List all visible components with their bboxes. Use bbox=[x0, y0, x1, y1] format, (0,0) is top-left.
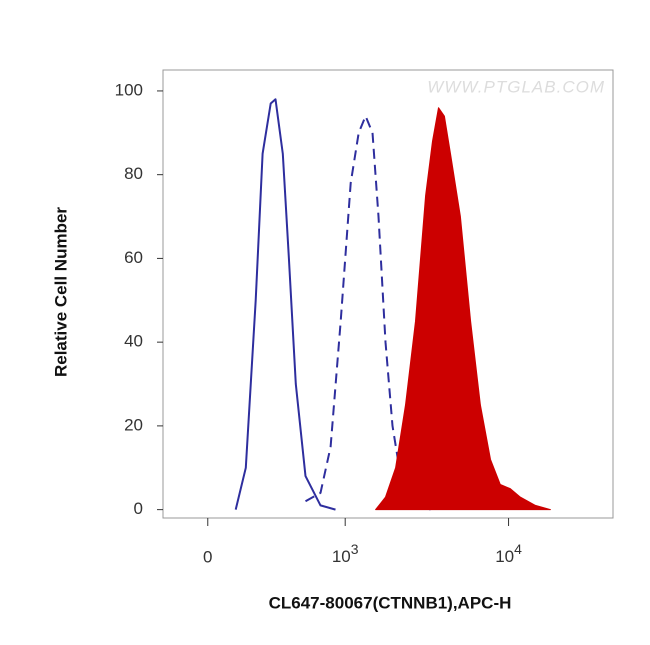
plot-frame bbox=[162, 69, 614, 519]
x-tick-base: 10 bbox=[332, 547, 351, 566]
x-tick-label: 103 bbox=[332, 541, 359, 567]
y-tick-label: 20 bbox=[124, 415, 143, 434]
y-tick-label: 40 bbox=[124, 332, 143, 351]
x-tick-exponent: 3 bbox=[351, 541, 359, 557]
y-axis-title: Relative Cell Number bbox=[51, 207, 70, 377]
histogram-area bbox=[375, 107, 551, 511]
x-axis-title: CL647-80067(CTNNB1),APC-H bbox=[269, 593, 512, 612]
histogram-line bbox=[234, 98, 336, 511]
y-tick-label: 60 bbox=[124, 248, 143, 267]
y-tick-label: 100 bbox=[115, 80, 143, 99]
x-tick-label: 0 bbox=[203, 547, 212, 566]
x-tick-label: 104 bbox=[495, 541, 522, 567]
watermark: WWW.PTGLAB.COM bbox=[427, 77, 605, 96]
x-tick-exponent: 4 bbox=[514, 541, 522, 557]
y-tick-label: 0 bbox=[134, 499, 143, 518]
x-tick-base: 10 bbox=[495, 547, 514, 566]
y-tick-label: 80 bbox=[124, 164, 143, 183]
